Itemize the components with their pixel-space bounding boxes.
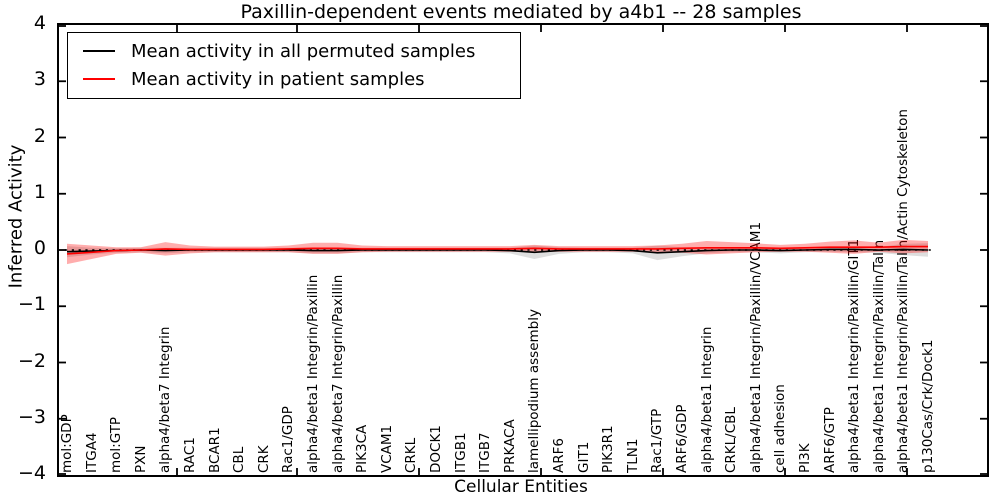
y-axis-label: Inferred Activity	[5, 144, 27, 289]
y-tick-label: −2	[17, 349, 46, 372]
legend-item-permuted: Mean activity in all permuted samples	[68, 37, 520, 65]
y-tick-label: 1	[33, 180, 46, 203]
y-tick-label: −4	[17, 462, 46, 484]
plot-area: mol:GDP ITGA4 mol:GTP PXN alpha4/beta7 Integ…	[59, 25, 987, 475]
series-band-0	[67, 243, 928, 261]
plot-frame: mol:GDP ITGA4 mol:GTP PXN alpha4/beta7 Integ…	[57, 23, 989, 477]
black-line-swatch-icon	[83, 50, 115, 52]
legend-label-patient: Mean activity in patient samples	[131, 68, 425, 90]
chart-canvas	[59, 25, 987, 475]
legend-item-patient: Mean activity in patient samples	[68, 65, 520, 93]
series-line-1	[66, 245, 928, 255]
y-axis-tick-labels: 4 3 2 1 0 −1 −2 −3 −4	[0, 13, 52, 483]
y-tick-label: 0	[33, 237, 46, 259]
legend-box: Mean activity in all permuted samples Me…	[67, 32, 521, 99]
y-tick-label: −1	[17, 293, 46, 316]
series-band-1	[67, 239, 928, 265]
legend-label-permuted: Mean activity in all permuted samples	[131, 40, 476, 62]
y-tick-label: 3	[33, 68, 46, 91]
chart-title: Paxillin-dependent events mediated by a4…	[240, 1, 802, 23]
x-axis-label: Cellular Entities	[454, 477, 588, 497]
y-tick-label: 4	[33, 12, 46, 34]
y-tick-label: −3	[17, 405, 46, 428]
y-tick-label: 2	[33, 124, 46, 147]
red-line-swatch-icon	[83, 78, 115, 80]
